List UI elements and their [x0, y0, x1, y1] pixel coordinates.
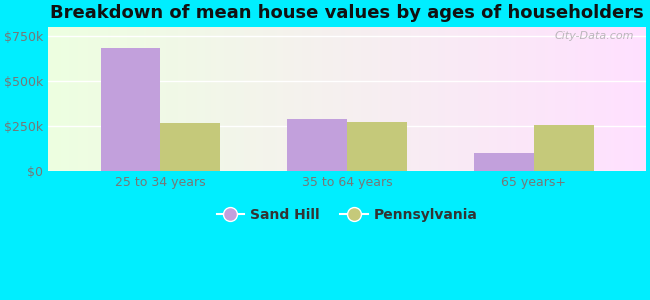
Bar	[534, 125, 593, 171]
Bar	[474, 153, 534, 171]
Legend: Sand Hill, Pennsylvania: Sand Hill, Pennsylvania	[211, 203, 483, 228]
Bar	[101, 48, 161, 171]
Bar	[347, 122, 407, 171]
Bar	[287, 119, 347, 171]
Bar	[161, 123, 220, 171]
Title: Breakdown of mean house values by ages of householders: Breakdown of mean house values by ages o…	[50, 4, 644, 22]
Text: City-Data.com: City-Data.com	[554, 31, 634, 41]
